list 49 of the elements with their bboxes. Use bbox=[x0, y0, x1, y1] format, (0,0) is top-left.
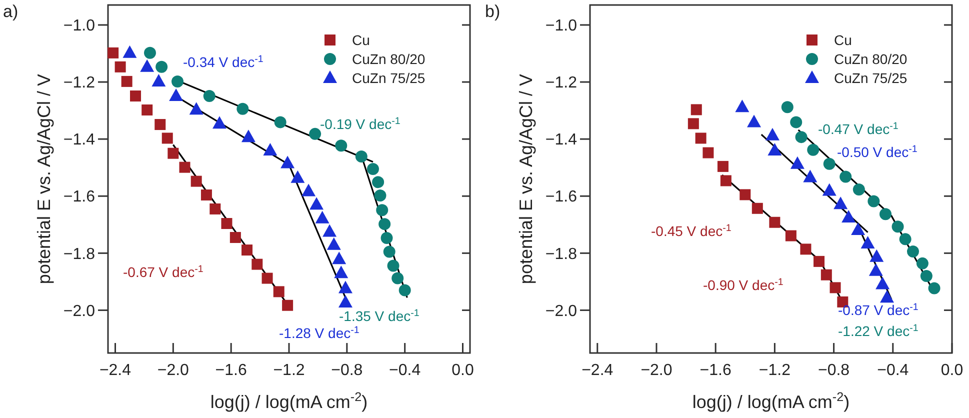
y-tick-label: −1.8 bbox=[63, 246, 96, 263]
x-tick-label: −2.0 bbox=[157, 362, 190, 379]
x-axis-title: log(j) / log(mA cm$^{-2}$) bbox=[210, 390, 368, 412]
y-tick-label: −1.0 bbox=[63, 18, 96, 35]
annotation: -0.50 V dec$^{-1}$ bbox=[837, 143, 918, 160]
y-tick-label: −1.6 bbox=[63, 188, 96, 206]
x-axis-title: log(j) / log(mA cm$^{-2}$) bbox=[692, 390, 850, 412]
x-tick-label: −1.2 bbox=[273, 362, 305, 379]
x-tick-label: −0.4 bbox=[877, 362, 909, 379]
y-tick-label: −1.0 bbox=[545, 18, 578, 35]
legend-label: CuZn 80/20 bbox=[834, 50, 908, 67]
x-tick-label: −0.4 bbox=[389, 362, 421, 379]
annotation: -0.90 V dec$^{-1}$ bbox=[703, 276, 784, 293]
annotation: -0.34 V dec$^{-1}$ bbox=[183, 53, 264, 70]
x-tick-label: −1.2 bbox=[758, 362, 791, 379]
chart-title: b) bbox=[485, 2, 500, 21]
y-tick-label: −1.4 bbox=[545, 132, 578, 149]
y-tick-label: −2.0 bbox=[63, 302, 96, 320]
annotation: -1.35 V dec$^{-1}$ bbox=[339, 307, 420, 324]
legend-label: CuZn 75/25 bbox=[834, 70, 908, 86]
y-tick-label: −1.4 bbox=[63, 132, 96, 149]
x-tick-label: −0.8 bbox=[331, 362, 363, 379]
x-tick-label: −2.4 bbox=[99, 362, 132, 379]
annotation: -0.19 V dec$^{-1}$ bbox=[320, 115, 400, 132]
annotation: -0.47 V dec$^{-1}$ bbox=[818, 120, 898, 137]
legend-label: Cu bbox=[352, 32, 370, 48]
y-tick-label: −2.0 bbox=[545, 302, 578, 320]
legend-label: Cu bbox=[834, 32, 852, 48]
annotation: -0.45 V dec$^{-1}$ bbox=[651, 222, 732, 239]
x-tick-label: −1.6 bbox=[700, 362, 732, 379]
legend-label: CuZn 75/25 bbox=[352, 70, 426, 86]
annotation: -1.28 V dec$^{-1}$ bbox=[279, 324, 360, 341]
x-tick-label: −2.0 bbox=[640, 362, 672, 379]
x-tick-label: 0.0 bbox=[940, 362, 964, 379]
y-axis-title: potential E vs. Ag/AgCl / V bbox=[34, 74, 54, 284]
annotation: -1.22 V dec$^{-1}$ bbox=[838, 322, 918, 339]
y-tick-label: −1.2 bbox=[545, 74, 578, 92]
chart-title: a) bbox=[3, 2, 18, 21]
x-tick-label: −0.8 bbox=[818, 362, 850, 379]
annotation: -0.67 V dec$^{-1}$ bbox=[123, 263, 204, 280]
y-tick-label: −1.8 bbox=[545, 246, 578, 263]
x-tick-label: 0.0 bbox=[452, 362, 474, 379]
x-tick-label: −2.4 bbox=[582, 362, 614, 379]
y-tick-label: −1.6 bbox=[545, 188, 578, 206]
x-tick-label: −1.6 bbox=[215, 362, 247, 379]
y-tick-label: −1.2 bbox=[63, 74, 96, 92]
y-axis-title: potential E vs. Ag/AgCl / V bbox=[516, 74, 536, 284]
annotation: -0.87 V dec$^{-1}$ bbox=[838, 301, 918, 318]
legend-label: CuZn 80/20 bbox=[352, 50, 426, 67]
